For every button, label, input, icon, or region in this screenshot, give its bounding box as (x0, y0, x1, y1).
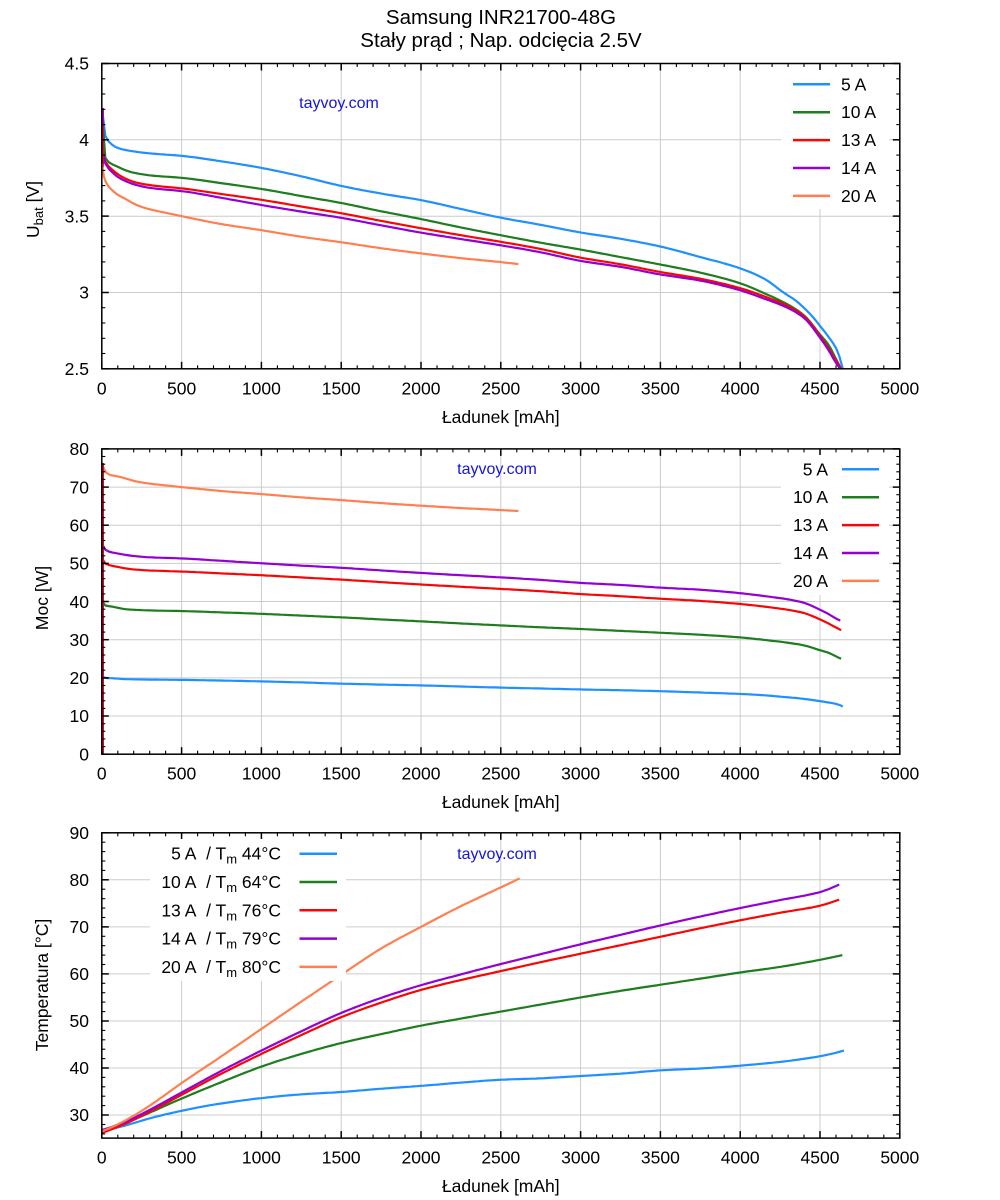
svg-text:3500: 3500 (641, 378, 680, 398)
svg-text:4500: 4500 (801, 1148, 840, 1168)
svg-text:2000: 2000 (402, 1148, 441, 1168)
svg-text:500: 500 (167, 764, 196, 784)
svg-text:Temperatura [°C]: Temperatura [°C] (32, 919, 52, 1051)
svg-text:Stały prąd ; Nap. odcięcia 2.5: Stały prąd ; Nap. odcięcia 2.5V (360, 29, 642, 52)
svg-text:Ładunek [mAh]: Ładunek [mAh] (442, 1176, 560, 1196)
svg-text:4500: 4500 (801, 378, 840, 398)
svg-text:Ładunek [mAh]: Ładunek [mAh] (442, 792, 560, 812)
svg-text:3500: 3500 (641, 1148, 680, 1168)
svg-text:13 A: 13 A (841, 130, 876, 150)
svg-text:2500: 2500 (481, 378, 520, 398)
svg-text:500: 500 (167, 1148, 196, 1168)
svg-text:90: 90 (70, 823, 90, 843)
svg-text:3000: 3000 (561, 764, 600, 784)
svg-text:14 A / Tm 79°C: 14 A / Tm 79°C (161, 929, 281, 952)
svg-text:5 A: 5 A (841, 74, 867, 94)
svg-text:40: 40 (70, 592, 90, 612)
svg-text:tayvoy.com: tayvoy.com (457, 846, 537, 863)
svg-text:40: 40 (70, 1058, 90, 1078)
svg-text:20: 20 (70, 668, 90, 688)
svg-text:1500: 1500 (322, 764, 361, 784)
svg-text:0: 0 (97, 378, 107, 398)
svg-text:50: 50 (70, 1011, 90, 1031)
svg-text:30: 30 (70, 630, 90, 650)
svg-text:5000: 5000 (880, 764, 919, 784)
svg-text:10 A: 10 A (793, 487, 828, 507)
svg-text:4000: 4000 (721, 378, 760, 398)
svg-text:20 A: 20 A (793, 571, 828, 591)
svg-text:60: 60 (70, 964, 90, 984)
svg-text:2000: 2000 (402, 378, 441, 398)
svg-text:30: 30 (70, 1105, 90, 1125)
svg-text:60: 60 (70, 515, 90, 535)
svg-text:13 A / Tm 76°C: 13 A / Tm 76°C (161, 900, 281, 923)
svg-text:14 A: 14 A (841, 158, 876, 178)
svg-text:3.5: 3.5 (65, 206, 89, 226)
svg-text:1000: 1000 (242, 378, 281, 398)
svg-text:tayvoy.com: tayvoy.com (299, 95, 379, 112)
svg-text:3: 3 (79, 283, 89, 303)
svg-text:3000: 3000 (561, 378, 600, 398)
svg-text:1500: 1500 (322, 378, 361, 398)
svg-text:Ładunek [mAh]: Ładunek [mAh] (442, 407, 560, 427)
svg-text:70: 70 (70, 917, 90, 937)
svg-text:4000: 4000 (721, 1148, 760, 1168)
svg-text:5000: 5000 (880, 1148, 919, 1168)
svg-text:4.5: 4.5 (65, 54, 89, 74)
svg-text:Samsung INR21700-48G: Samsung INR21700-48G (386, 6, 616, 29)
svg-text:50: 50 (70, 554, 90, 574)
svg-text:10 A / Tm 64°C: 10 A / Tm 64°C (161, 872, 281, 895)
svg-text:500: 500 (167, 378, 196, 398)
svg-text:80: 80 (70, 439, 90, 459)
svg-text:Moc [W]: Moc [W] (32, 566, 52, 630)
svg-text:5000: 5000 (880, 378, 919, 398)
svg-text:2500: 2500 (481, 1148, 520, 1168)
svg-text:0: 0 (97, 764, 107, 784)
svg-text:4: 4 (79, 130, 89, 150)
svg-text:0: 0 (97, 1148, 107, 1168)
svg-text:5 A: 5 A (803, 459, 829, 479)
svg-text:3000: 3000 (561, 1148, 600, 1168)
svg-text:4000: 4000 (721, 764, 760, 784)
svg-text:Ubat [V]: Ubat [V] (23, 181, 46, 238)
svg-text:1000: 1000 (242, 764, 281, 784)
svg-text:tayvoy.com: tayvoy.com (457, 461, 537, 478)
svg-text:20 A: 20 A (841, 186, 876, 206)
svg-text:14 A: 14 A (793, 543, 828, 563)
svg-text:2500: 2500 (481, 764, 520, 784)
svg-text:4500: 4500 (801, 764, 840, 784)
svg-text:1000: 1000 (242, 1148, 281, 1168)
svg-text:80: 80 (70, 870, 90, 890)
svg-text:10 A: 10 A (841, 102, 876, 122)
svg-text:2000: 2000 (402, 764, 441, 784)
svg-text:10: 10 (70, 706, 90, 726)
svg-text:1500: 1500 (322, 1148, 361, 1168)
svg-text:5 A / Tm 44°C: 5 A / Tm 44°C (171, 844, 281, 867)
svg-text:20 A / Tm 80°C: 20 A / Tm 80°C (161, 957, 281, 980)
svg-text:70: 70 (70, 477, 90, 497)
svg-text:0: 0 (79, 744, 89, 764)
svg-text:3500: 3500 (641, 764, 680, 784)
svg-text:2.5: 2.5 (65, 359, 89, 379)
svg-text:13 A: 13 A (793, 515, 828, 535)
